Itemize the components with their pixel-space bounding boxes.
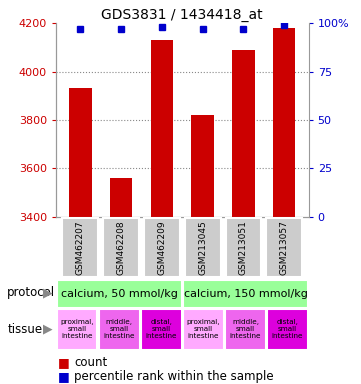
- Text: calcium, 50 mmol/kg: calcium, 50 mmol/kg: [61, 289, 178, 299]
- Text: percentile rank within the sample: percentile rank within the sample: [74, 370, 274, 383]
- Bar: [110, 178, 132, 217]
- Text: ▶: ▶: [43, 286, 52, 300]
- Bar: [62, 218, 98, 277]
- Bar: [151, 40, 173, 217]
- Text: count: count: [74, 356, 107, 369]
- Bar: [99, 308, 140, 350]
- Text: GSM462209: GSM462209: [157, 220, 166, 275]
- Text: proximal,
small
intestine: proximal, small intestine: [187, 319, 220, 339]
- Text: GSM213057: GSM213057: [280, 220, 289, 275]
- Bar: [103, 218, 139, 277]
- Text: GSM462208: GSM462208: [117, 220, 126, 275]
- Text: GSM462207: GSM462207: [76, 220, 85, 275]
- Bar: [183, 308, 224, 350]
- Text: middle,
small
intestine: middle, small intestine: [103, 319, 135, 339]
- Text: protocol: protocol: [7, 286, 55, 300]
- Text: ▶: ▶: [43, 323, 52, 336]
- Bar: [144, 218, 180, 277]
- Bar: [191, 115, 214, 217]
- Bar: [225, 308, 266, 350]
- Bar: [232, 50, 255, 217]
- Bar: [141, 308, 182, 350]
- Text: middle,
small
intestine: middle, small intestine: [230, 319, 261, 339]
- Bar: [69, 88, 92, 217]
- Bar: [273, 28, 295, 217]
- Text: ■: ■: [58, 356, 70, 369]
- Bar: [183, 280, 308, 308]
- Bar: [266, 218, 302, 277]
- Bar: [57, 280, 182, 308]
- Text: proximal,
small
intestine: proximal, small intestine: [60, 319, 94, 339]
- Title: GDS3831 / 1434418_at: GDS3831 / 1434418_at: [101, 8, 263, 22]
- Text: distal,
small
intestine: distal, small intestine: [145, 319, 177, 339]
- Text: GSM213045: GSM213045: [198, 220, 207, 275]
- Text: distal,
small
intestine: distal, small intestine: [272, 319, 303, 339]
- Text: tissue: tissue: [7, 323, 42, 336]
- Bar: [226, 218, 261, 277]
- Bar: [185, 218, 221, 277]
- Bar: [267, 308, 308, 350]
- Bar: [57, 308, 97, 350]
- Text: calcium, 150 mmol/kg: calcium, 150 mmol/kg: [183, 289, 308, 299]
- Text: GSM213051: GSM213051: [239, 220, 248, 275]
- Text: ■: ■: [58, 370, 70, 383]
